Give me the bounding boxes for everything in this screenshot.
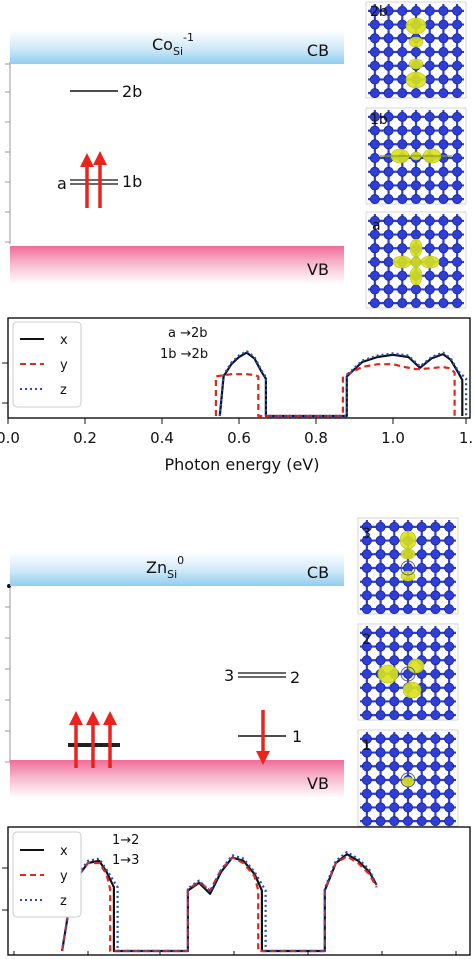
orbital-panel-a: a [365,211,467,309]
x-tick-label: 1. [459,429,473,447]
legend-label-z: z [60,383,67,398]
top-level-diagram: CoSi-1 CB VB 2b a 1b [5,30,344,284]
bottom-spin-up-arrows [69,711,117,768]
top-spectrum-chart: 0.0 0.2 0.4 0.6 0.8 1.0 1. x y z a →2b 1b →2b … [0,317,473,474]
bottom-annotation-1-2: 1→2 [112,833,139,848]
top-annotation-a-2b: a →2b [168,326,208,341]
bottom-legend: x y z [12,831,82,918]
bottom-title: ZnSi0 [146,554,184,581]
top-conduction-band [10,30,344,64]
bottom-level-diagram: ZnSi0 CB VB 3 2 1 [5,552,344,798]
orbital-panel-1-label: 1 [362,738,371,754]
level-2-label: 2 [290,668,300,687]
top-spectrum-xticks: 0.0 0.2 0.4 0.6 0.8 1.0 1. [0,418,473,447]
series-line-z [61,850,378,953]
top-valence-band [10,246,344,284]
x-tick-label: 0.4 [150,429,174,447]
x-tick-label: 1.0 [381,429,405,447]
orbital-panel-2: 2 [357,623,459,721]
legend-label-z: z [60,894,67,909]
bottom-vb-label: VB [307,774,329,793]
legend-label-y: y [60,358,68,373]
top-xlabel: Photon energy (eV) [165,455,320,474]
top-legend-box [12,321,82,408]
x-tick-label: 0.0 [0,429,20,447]
top-diagram-ticks [5,63,10,243]
legend-label-x: x [60,844,68,859]
orbital-panel-3: 3 [357,517,459,615]
series-line-y [61,855,378,953]
orbital-panel-2b: 2b [365,1,467,99]
level-a-label: a [57,174,67,193]
top-legend: x y z [12,321,82,408]
bottom-spectrum-frame [7,826,471,956]
top-cb-label: CB [307,41,329,60]
series-line-x [218,351,464,418]
top-spin-up-arrows [80,151,107,208]
orbital-panel-2b-label: 2b [370,4,388,20]
bottom-cb-label: CB [307,563,329,582]
bottom-conduction-band [10,552,344,586]
top-title: CoSi-1 [152,31,194,58]
x-tick-label: 0.2 [73,429,97,447]
bottom-orbital-panels: 3 2 1 [357,517,459,827]
bottom-annotation-1-3: 1→3 [112,853,139,868]
top-orbital-panels: 2b 1b a [365,1,467,309]
legend-label-x: x [60,333,68,348]
orbital-panel-a-label: a [372,218,381,234]
x-tick-label: 0.6 [227,429,251,447]
orbital-panel-1b: 1b [365,107,467,205]
orbital-panel-1: 1 [357,729,459,827]
bottom-legend-box [12,831,82,918]
bottom-diagram-ticks [5,606,10,763]
x-tick-label: 0.8 [304,429,328,447]
level-2b-label: 2b [122,82,142,101]
orbital-panel-1b-label: 1b [370,112,388,128]
series-line-z [218,350,468,418]
level-1b-label: 1b [122,172,142,191]
top-annotation-1b-2b: 1b →2b [160,347,208,362]
level-1-label: 1 [292,727,302,746]
level-3-label: 3 [224,666,234,685]
bottom-spectrum-chart: x y z 1→2 1→3 [2,826,471,956]
bottom-valence-band [10,760,344,798]
legend-label-y: y [60,869,68,884]
bottom-spectrum-xticks [13,951,457,955]
top-vb-label: VB [307,260,329,279]
orbital-panel-3-label: 3 [362,526,371,542]
orbital-panel-2-label: 2 [362,632,371,648]
top-spectrum-yticks [2,362,8,404]
bottom-spectrum-yticks [2,867,8,911]
bottom-spectrum-series [61,850,378,953]
top-spectrum-series [214,350,468,418]
series-line-y [214,363,456,418]
